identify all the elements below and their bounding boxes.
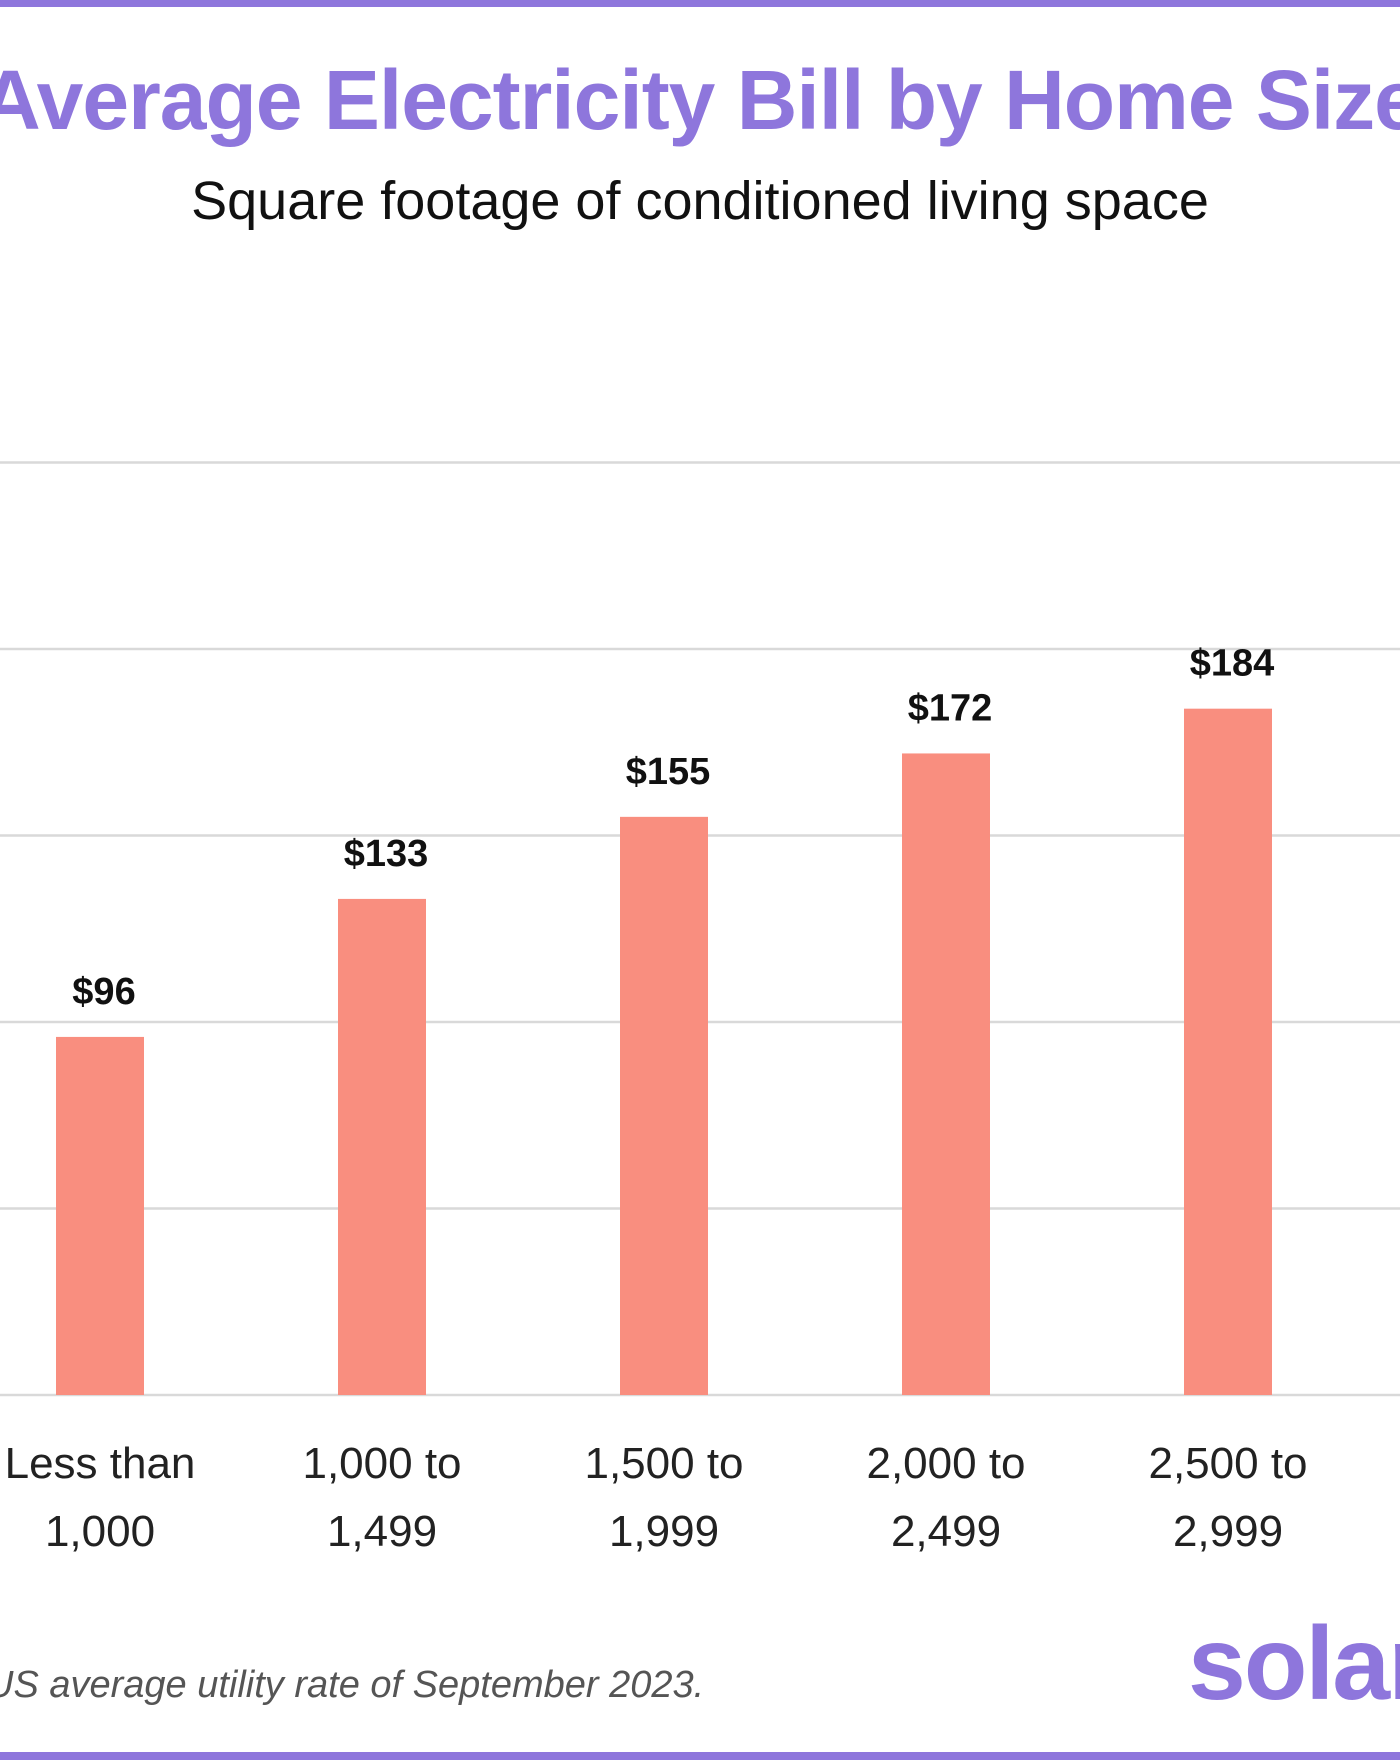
chart-subtitle: Square footage of conditioned living spa… bbox=[191, 171, 1209, 231]
category-label: 2,000 to bbox=[866, 1439, 1025, 1488]
category-label: 1,499 bbox=[327, 1507, 437, 1556]
footnote: US average utility rate of September 202… bbox=[0, 1664, 705, 1706]
bottom-border bbox=[0, 1752, 1400, 1760]
category-label: Less than bbox=[5, 1439, 196, 1488]
bar-chart: $96 Less than 1,000 $133 1,000 to 1,499 $155 1,… bbox=[0, 461, 1400, 1556]
bar bbox=[338, 898, 426, 1395]
bar bbox=[56, 1036, 144, 1395]
category-label: 1,000 to bbox=[302, 1439, 461, 1488]
category-label: 1,000 bbox=[45, 1507, 155, 1556]
data-label: $172 bbox=[908, 687, 993, 729]
bar bbox=[1184, 708, 1272, 1395]
bar bbox=[902, 753, 990, 1395]
bar bbox=[620, 816, 708, 1395]
data-label: $96 bbox=[72, 971, 135, 1013]
data-label: $155 bbox=[626, 751, 711, 793]
category-label: 2,499 bbox=[891, 1507, 1001, 1556]
top-border bbox=[0, 0, 1400, 7]
category-label: 2,500 to bbox=[1148, 1439, 1307, 1488]
brand-logo: solar bbox=[1188, 1606, 1400, 1722]
category-label: 1,999 bbox=[609, 1507, 719, 1556]
data-label: $184 bbox=[1190, 643, 1275, 685]
chart-title: Average Electricity Bill by Home Size bbox=[0, 53, 1400, 147]
category-label: 1,500 to bbox=[584, 1439, 743, 1488]
category-label: 2,999 bbox=[1173, 1507, 1283, 1556]
data-label: $133 bbox=[344, 833, 429, 875]
